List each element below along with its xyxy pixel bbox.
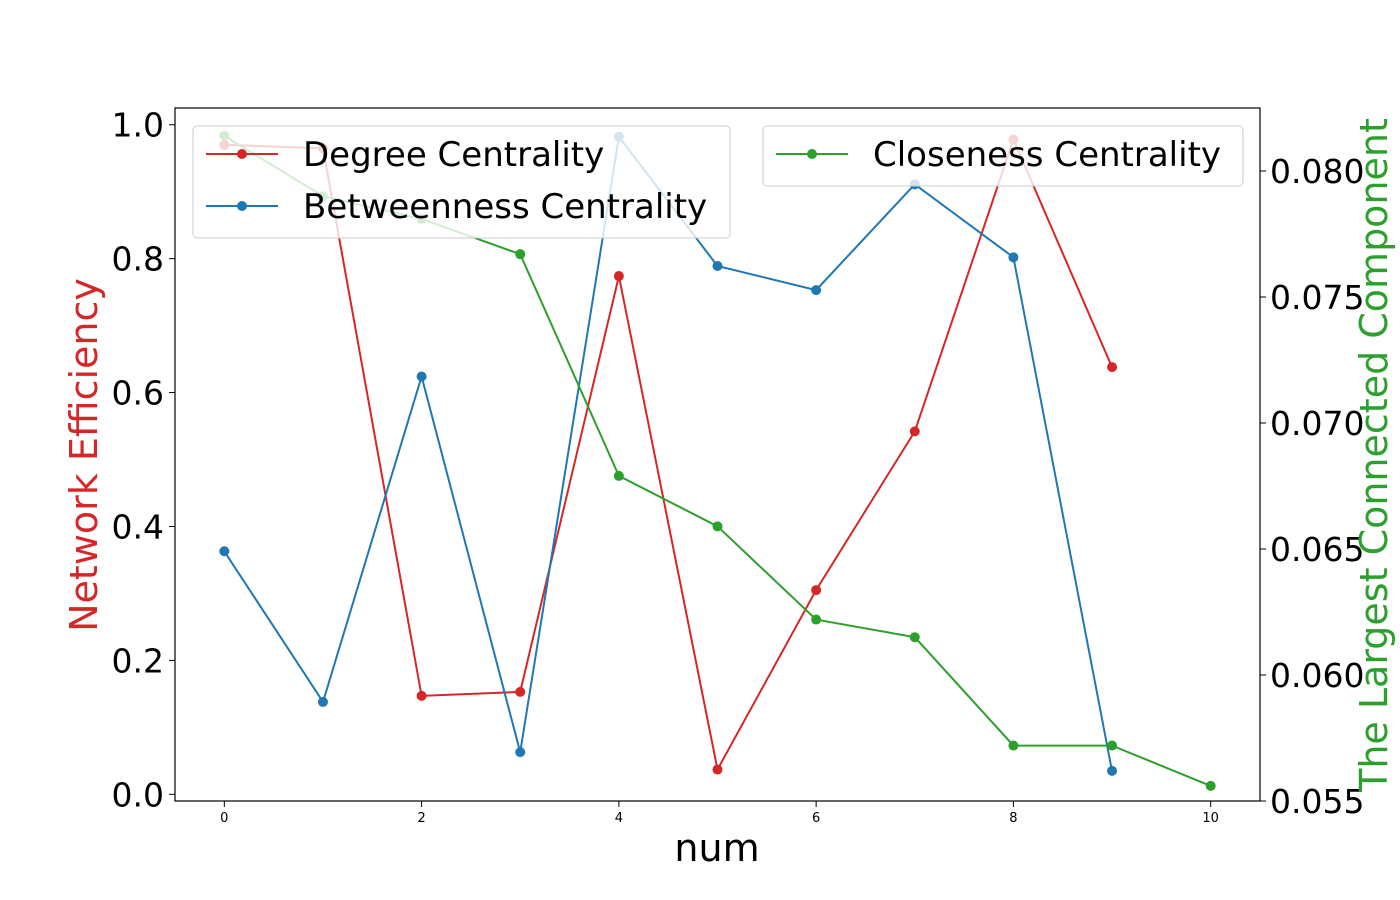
data-point xyxy=(712,261,723,272)
x-axis-label: num xyxy=(674,826,759,870)
data-point xyxy=(1008,740,1019,751)
data-point xyxy=(712,764,723,775)
legend-upper-left: Degree Centrality Betweenness Centrality xyxy=(192,125,731,239)
y-left-tick-label: 0.2 xyxy=(112,641,164,680)
data-point xyxy=(1107,362,1118,373)
y-right-tick-label: 0.055 xyxy=(1270,782,1364,821)
data-point xyxy=(515,686,526,697)
axes: 0 2 4 6 8 10 0.0 0.2 0.4 0.6 0.8 1.0 0.055 0.060 0.065… xyxy=(112,106,1365,826)
y-left-tick-label: 0.8 xyxy=(112,240,164,279)
x-tick-label: 4 xyxy=(615,811,623,826)
y-right-tick-label: 0.060 xyxy=(1270,656,1364,695)
legend-label: Degree Centrality xyxy=(303,135,604,175)
y-axis-right-label: The Largest Connected Component xyxy=(1352,118,1396,793)
data-point xyxy=(909,426,920,437)
y-left-tick-label: 0.6 xyxy=(112,374,164,413)
x-tick-label: 0 xyxy=(220,811,228,826)
data-point xyxy=(416,371,427,382)
x-tick-label: 10 xyxy=(1202,811,1219,826)
x-tick-label: 2 xyxy=(417,811,425,826)
data-point xyxy=(1008,252,1019,263)
x-tick-label: 6 xyxy=(812,811,820,826)
y-axis-left-label: Network Efficiency xyxy=(62,278,106,632)
legend-box xyxy=(192,125,731,239)
data-point xyxy=(1107,765,1118,776)
y-left-tick-label: 0.4 xyxy=(112,507,164,546)
data-point xyxy=(515,747,526,758)
legend-marker xyxy=(237,149,247,159)
y-left-tick-label: 1.0 xyxy=(112,106,164,145)
y-left-tick-label: 0.0 xyxy=(112,775,164,814)
legend-marker xyxy=(237,201,247,211)
data-point xyxy=(1107,740,1118,751)
data-point xyxy=(219,546,230,557)
y-right-tick-label: 0.075 xyxy=(1270,278,1364,317)
data-point xyxy=(1205,780,1216,791)
data-point xyxy=(712,521,723,532)
y-right-tick-label: 0.070 xyxy=(1270,404,1364,443)
data-point xyxy=(613,271,624,282)
data-point xyxy=(811,585,822,596)
data-point xyxy=(613,470,624,481)
data-point xyxy=(416,690,427,701)
x-tick-label: 8 xyxy=(1009,811,1017,826)
legends: Degree Centrality Betweenness Centrality C… xyxy=(192,125,1244,239)
legend-box xyxy=(762,125,1244,187)
legend-label: Betweenness Centrality xyxy=(303,187,707,227)
data-point xyxy=(811,285,822,296)
plot-frame xyxy=(174,107,1261,802)
legend-marker xyxy=(807,149,817,159)
legend-upper-right: Closeness Centrality xyxy=(762,125,1244,187)
data-point xyxy=(909,632,920,643)
y-right-tick-label: 0.065 xyxy=(1270,530,1364,569)
legend-label: Closeness Centrality xyxy=(873,135,1221,175)
data-point xyxy=(515,249,526,260)
y-right-tick-label: 0.080 xyxy=(1270,152,1364,191)
series-line xyxy=(224,136,1113,773)
data-point xyxy=(317,696,328,707)
data-point xyxy=(811,614,822,625)
